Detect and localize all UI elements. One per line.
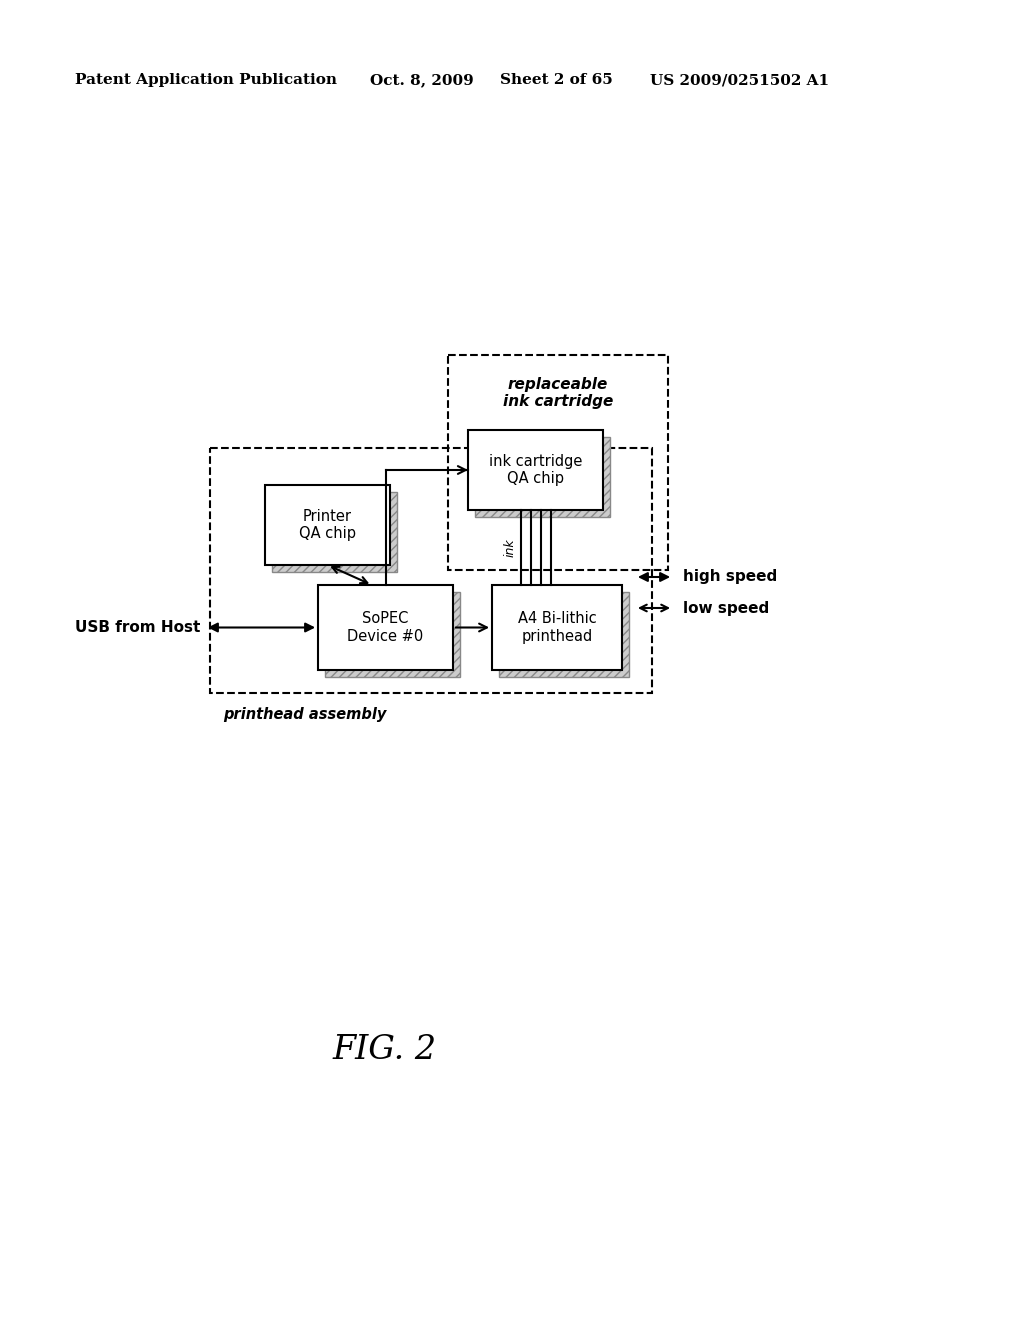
Text: low speed: low speed [683,601,769,615]
Text: ink: ink [504,539,517,557]
Bar [272,492,397,572]
Text: printhead assembly: printhead assembly [223,708,387,722]
Bar [449,355,668,570]
Text: FIG. 2: FIG. 2 [333,1034,437,1067]
Text: Patent Application Publication: Patent Application Publication [75,73,337,87]
Bar [265,484,390,565]
Text: Sheet 2 of 65: Sheet 2 of 65 [500,73,612,87]
Bar [318,585,453,671]
Text: ink cartridge
QA chip: ink cartridge QA chip [488,454,583,486]
Text: replaceable
ink cartridge: replaceable ink cartridge [503,378,613,409]
Bar [475,437,610,517]
Text: Printer
QA chip: Printer QA chip [299,508,356,541]
Bar [468,430,603,510]
Text: Oct. 8, 2009: Oct. 8, 2009 [370,73,474,87]
Text: high speed: high speed [683,569,777,585]
Text: A4 Bi-lithic
printhead: A4 Bi-lithic printhead [517,611,596,644]
Text: US 2009/0251502 A1: US 2009/0251502 A1 [650,73,829,87]
Bar [210,447,652,693]
Bar [325,591,460,677]
Text: USB from Host: USB from Host [75,620,201,635]
Bar [492,585,622,671]
Text: SoPEC
Device #0: SoPEC Device #0 [347,611,424,644]
Bar [499,591,629,677]
